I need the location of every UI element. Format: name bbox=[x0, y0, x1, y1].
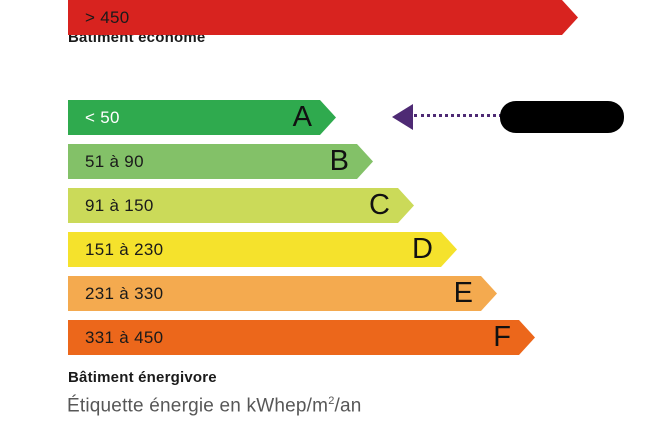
label-caption: Étiquette énergie en kWhep/m2/an bbox=[67, 395, 362, 417]
caption-prefix: Étiquette énergie en kWhep/m bbox=[67, 395, 329, 417]
energy-range-label: 51 à 90 bbox=[85, 151, 144, 171]
energy-bar-b: 51 à 90 B bbox=[68, 144, 373, 179]
energy-bar-f: 331 à 450 F bbox=[68, 320, 535, 355]
energy-class-letter: C bbox=[369, 189, 390, 221]
caption-superscript: 2 bbox=[328, 395, 335, 407]
dotted-connector-line bbox=[414, 114, 502, 117]
energy-range-label: 91 à 150 bbox=[85, 195, 154, 215]
energy-class-letter: A bbox=[292, 101, 312, 133]
caption-suffix: /an bbox=[334, 395, 362, 417]
energy-range-label: 331 à 450 bbox=[85, 327, 164, 347]
redacted-value-blob bbox=[500, 101, 624, 133]
energy-bar-g: > 450 bbox=[68, 0, 578, 35]
energy-intensive-building-label: Bâtiment énergivore bbox=[68, 369, 217, 386]
energy-class-letter: E bbox=[453, 277, 473, 309]
energy-range-label: 151 à 230 bbox=[85, 239, 164, 259]
energy-bar-d: 151 à 230 D bbox=[68, 232, 457, 267]
energy-class-letter: F bbox=[493, 321, 511, 353]
energy-bar-e: 231 à 330 E bbox=[68, 276, 497, 311]
energy-range-label: > 450 bbox=[85, 7, 130, 27]
energy-bar-c: 91 à 150 C bbox=[68, 188, 414, 223]
selection-arrow-icon bbox=[392, 104, 413, 130]
energy-class-letter: B bbox=[329, 145, 349, 177]
energy-range-label: 231 à 330 bbox=[85, 283, 164, 303]
energy-class-letter: D bbox=[412, 233, 433, 265]
energy-range-label: < 50 bbox=[85, 107, 120, 127]
energy-bar-a: < 50 A bbox=[68, 100, 336, 135]
